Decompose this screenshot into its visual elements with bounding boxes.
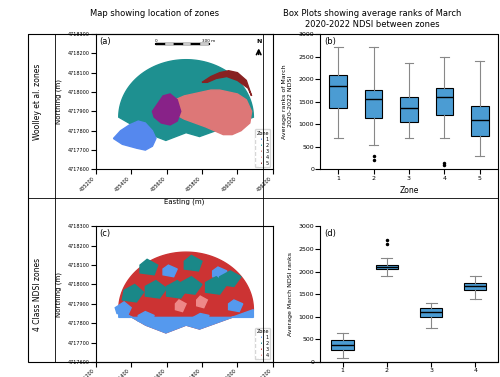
Text: 4 Class NDSI zones: 4 Class NDSI zones bbox=[34, 257, 42, 331]
Polygon shape bbox=[119, 252, 254, 333]
Polygon shape bbox=[172, 90, 252, 135]
Polygon shape bbox=[165, 43, 173, 45]
Polygon shape bbox=[193, 314, 209, 323]
Polygon shape bbox=[174, 43, 182, 45]
Polygon shape bbox=[163, 265, 177, 277]
Text: (b): (b) bbox=[324, 37, 336, 46]
Polygon shape bbox=[119, 310, 254, 333]
PathPatch shape bbox=[464, 283, 486, 290]
Text: (a): (a) bbox=[100, 37, 111, 46]
Text: 0: 0 bbox=[154, 39, 158, 43]
Polygon shape bbox=[182, 43, 192, 45]
Text: 300 m: 300 m bbox=[202, 39, 215, 43]
Text: (c): (c) bbox=[100, 229, 110, 238]
PathPatch shape bbox=[471, 106, 488, 136]
Polygon shape bbox=[202, 71, 252, 96]
Polygon shape bbox=[156, 43, 165, 45]
Text: Map showing location of zones: Map showing location of zones bbox=[90, 9, 220, 18]
Polygon shape bbox=[228, 300, 243, 311]
PathPatch shape bbox=[329, 75, 347, 109]
PathPatch shape bbox=[332, 340, 353, 350]
Legend: 1, 2, 3, 4, 5: 1, 2, 3, 4, 5 bbox=[254, 129, 270, 167]
PathPatch shape bbox=[436, 88, 453, 115]
Polygon shape bbox=[119, 60, 254, 140]
Polygon shape bbox=[200, 43, 209, 45]
Text: Box Plots showing average ranks of March
2020-2022 NDSI between zones: Box Plots showing average ranks of March… bbox=[284, 9, 462, 29]
PathPatch shape bbox=[376, 265, 398, 269]
Polygon shape bbox=[115, 302, 131, 316]
Polygon shape bbox=[146, 280, 167, 298]
Polygon shape bbox=[114, 121, 156, 150]
PathPatch shape bbox=[400, 97, 418, 122]
Legend: 1, 2, 3, 4: 1, 2, 3, 4 bbox=[254, 328, 270, 360]
Y-axis label: Northing (m): Northing (m) bbox=[56, 272, 62, 317]
PathPatch shape bbox=[420, 308, 442, 317]
Polygon shape bbox=[206, 277, 227, 294]
Text: N: N bbox=[256, 39, 262, 44]
Polygon shape bbox=[122, 285, 144, 302]
Y-axis label: Northing (m): Northing (m) bbox=[56, 79, 62, 124]
PathPatch shape bbox=[364, 90, 382, 118]
Y-axis label: Average March NDSI ranks: Average March NDSI ranks bbox=[288, 252, 293, 336]
Polygon shape bbox=[212, 267, 227, 279]
X-axis label: Zone: Zone bbox=[399, 186, 418, 195]
Polygon shape bbox=[138, 311, 154, 323]
Polygon shape bbox=[176, 300, 186, 311]
Polygon shape bbox=[220, 271, 241, 287]
Text: Woolley et al. zones: Woolley et al. zones bbox=[34, 63, 42, 140]
X-axis label: Easting (m): Easting (m) bbox=[164, 198, 204, 205]
Polygon shape bbox=[140, 259, 158, 275]
Polygon shape bbox=[192, 43, 200, 45]
Polygon shape bbox=[184, 256, 202, 271]
Polygon shape bbox=[181, 277, 202, 294]
Polygon shape bbox=[152, 94, 181, 125]
Text: (d): (d) bbox=[324, 229, 336, 238]
Polygon shape bbox=[166, 280, 188, 298]
Y-axis label: Average ranks of March
2020-2022 NDSI: Average ranks of March 2020-2022 NDSI bbox=[282, 64, 293, 139]
Polygon shape bbox=[196, 296, 207, 308]
